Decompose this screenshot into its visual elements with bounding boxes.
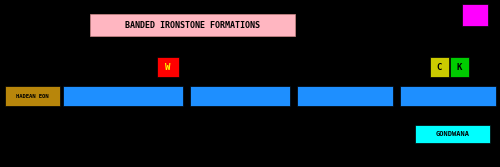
Bar [415,125,490,143]
Bar [5,86,60,106]
Bar [430,57,449,77]
Bar [157,57,179,77]
Text: W: W [166,62,170,71]
Bar [462,4,488,26]
Bar [297,86,393,106]
Bar [190,86,290,106]
Text: HADEAN EON: HADEAN EON [16,94,49,99]
Text: GONDWANA: GONDWANA [436,131,470,137]
Bar [450,57,469,77]
Bar [63,86,183,106]
Text: K: K [457,62,462,71]
Text: C: C [437,62,442,71]
Bar [90,14,295,36]
Text: BANDED IRONSTONE FORMATIONS: BANDED IRONSTONE FORMATIONS [125,21,260,30]
Bar [400,86,496,106]
